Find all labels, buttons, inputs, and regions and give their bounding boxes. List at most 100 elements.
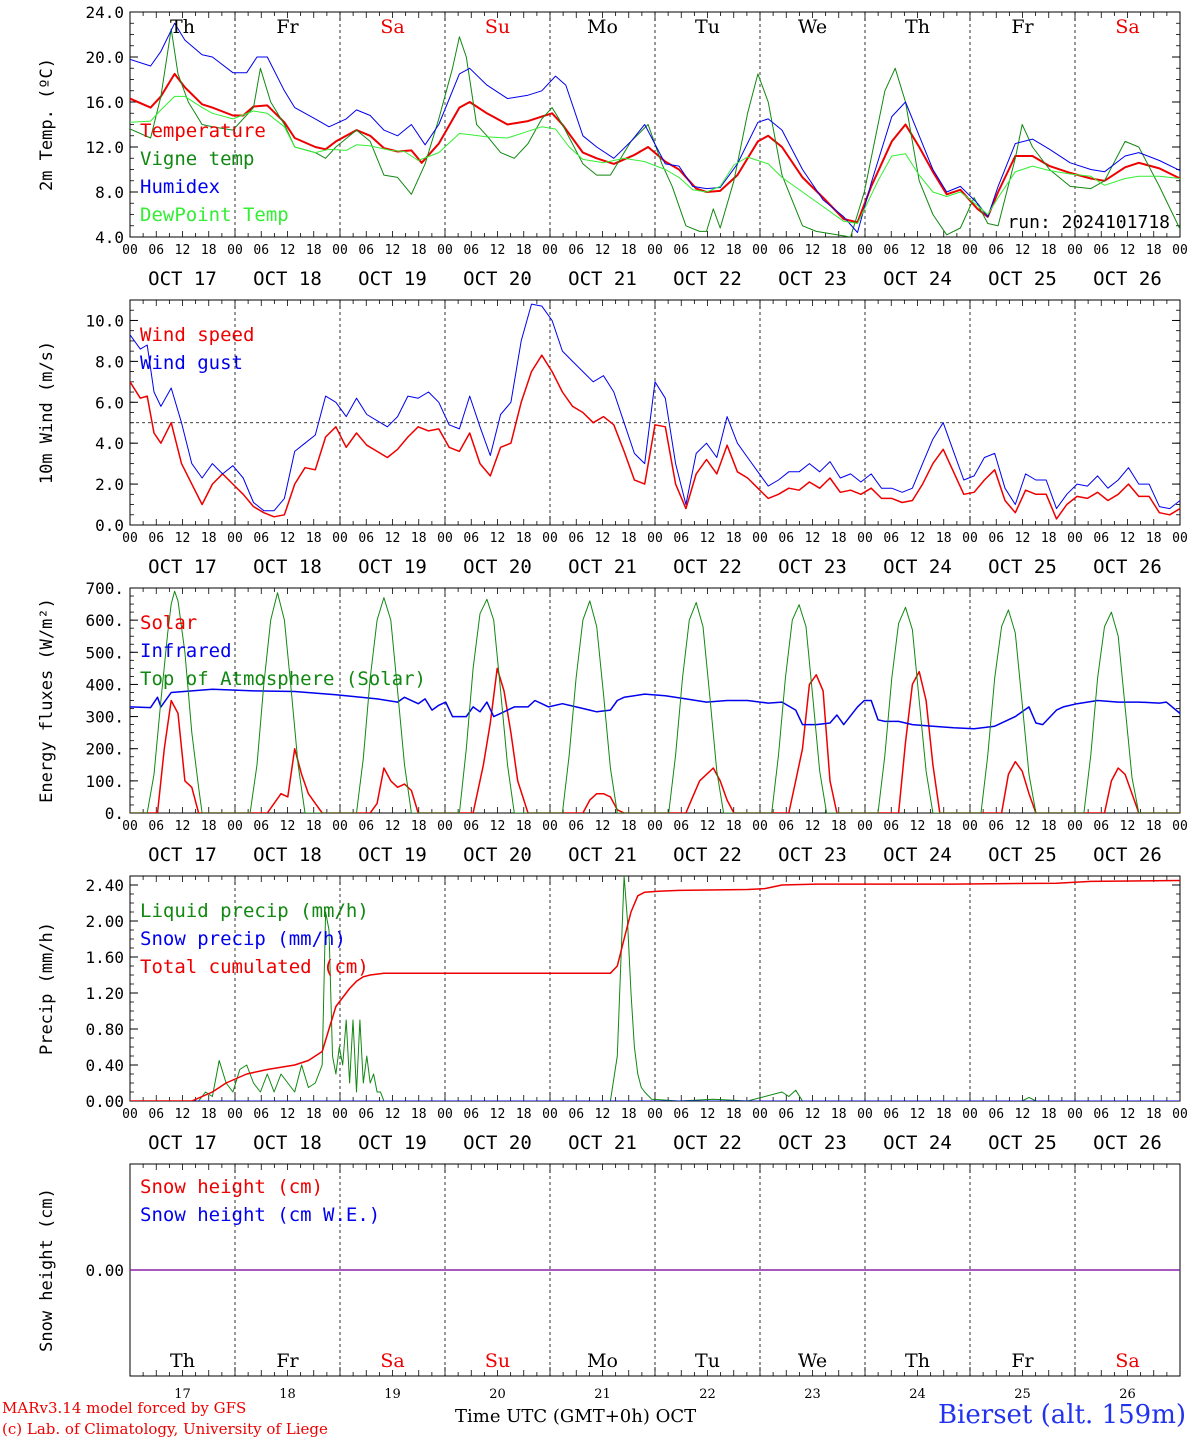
hour-label: 00 (1067, 819, 1083, 834)
y-tick-label: 16.0 (85, 93, 124, 112)
hour-label: 00 (752, 243, 768, 258)
hour-label: 06 (1093, 243, 1109, 258)
legend-entry: Snow height (cm W.E.) (140, 1204, 380, 1226)
hour-label: 00 (857, 243, 873, 258)
y-tick-label: 0.00 (85, 1092, 124, 1111)
hour-label: 18 (1041, 243, 1057, 258)
hour-label: 18 (831, 531, 847, 546)
hour-label: 12 (385, 531, 401, 546)
hour-label: 12 (490, 243, 506, 258)
hour-label: 00 (437, 1107, 453, 1122)
date-label: OCT 24 (883, 1132, 952, 1154)
day-name: Tu (695, 16, 720, 38)
hour-label: 18 (516, 819, 532, 834)
hour-label: 00 (227, 531, 243, 546)
hour-label: 12 (910, 819, 926, 834)
hour-label: 06 (253, 819, 269, 834)
y-tick-label: 10.0 (85, 311, 124, 330)
hour-label: 06 (988, 243, 1004, 258)
y-tick-label: 2.0 (95, 475, 124, 494)
y-tick-label: 4.0 (95, 228, 124, 247)
hour-label: 06 (883, 243, 899, 258)
hour-label: 00 (962, 243, 978, 258)
legend-entry: Infrared (140, 640, 232, 662)
day-name: Th (170, 1350, 195, 1372)
day-number: 24 (909, 1387, 926, 1402)
hour-label: 12 (805, 1107, 821, 1122)
legend-entry: Temperature (140, 120, 266, 142)
hour-label: 00 (332, 819, 348, 834)
y-tick-label: 0. (105, 804, 124, 823)
hour-label: 06 (988, 1107, 1004, 1122)
day-number: 19 (384, 1387, 401, 1402)
hour-label: 12 (490, 1107, 506, 1122)
hour-label: 18 (306, 531, 322, 546)
date-label: OCT 17 (148, 556, 217, 578)
hour-label: 18 (936, 819, 952, 834)
date-label: OCT 26 (1093, 556, 1162, 578)
panel-1: 4.0 8.0 12.0 16.0 20.0 24.0 2m Temp. (ºC) Tempe… (37, 3, 1188, 290)
hour-label: 12 (805, 819, 821, 834)
panel-2: 0.0 2.0 4.0 6.0 8.0 10.0 10m Wind (m/s) Wind sp… (37, 299, 1188, 578)
hour-label: 06 (463, 243, 479, 258)
series-line (130, 72, 1180, 224)
legend-entry: Wind speed (140, 324, 254, 346)
hour-label: 12 (280, 1107, 296, 1122)
hour-label: 06 (253, 1107, 269, 1122)
hour-label: 00 (857, 1107, 873, 1122)
hour-label: 00 (332, 531, 348, 546)
hour-label: 12 (595, 819, 611, 834)
hour-label: 00 (752, 1107, 768, 1122)
legend-entry: Snow precip (mm/h) (140, 928, 346, 950)
y-tick-label: 12.0 (85, 138, 124, 157)
hour-label: 00 (542, 819, 558, 834)
day-name: Sa (380, 1350, 404, 1372)
hour-label: 12 (175, 1107, 191, 1122)
hour-label: 06 (148, 243, 164, 258)
legend-entry: Top of Atmosphere (Solar) (140, 668, 426, 690)
legend-entry: Solar (140, 612, 197, 634)
hour-label: 18 (411, 819, 427, 834)
hour-label: 00 (332, 243, 348, 258)
hour-label: 06 (1093, 1107, 1109, 1122)
hour-label: 00 (647, 531, 663, 546)
hour-label: 18 (201, 819, 217, 834)
hour-label: 06 (568, 531, 584, 546)
hour-label: 18 (621, 243, 637, 258)
day-name: Tu (695, 1350, 720, 1372)
hour-label: 06 (463, 531, 479, 546)
hour-label: 18 (936, 243, 952, 258)
hour-label: 12 (700, 819, 716, 834)
hour-label: 06 (673, 243, 689, 258)
hour-label: 00 (542, 531, 558, 546)
hour-label: 12 (175, 819, 191, 834)
hour-label: 00 (542, 1107, 558, 1122)
hour-label: 18 (726, 243, 742, 258)
hour-label: 18 (306, 819, 322, 834)
hour-label: 06 (988, 819, 1004, 834)
hour-label: 12 (700, 243, 716, 258)
hour-label: 18 (516, 531, 532, 546)
day-name: Fr (276, 1350, 299, 1372)
y-axis-label: Precip (mm/h) (37, 922, 57, 1055)
day-name: Fr (1011, 16, 1034, 38)
plot-frame (129, 299, 1181, 526)
hour-label: 18 (831, 819, 847, 834)
hour-label: 06 (568, 1107, 584, 1122)
plot-frame (129, 587, 1181, 814)
hour-label: 06 (673, 819, 689, 834)
y-tick-label: 20.0 (85, 48, 124, 67)
hour-label: 12 (1015, 1107, 1031, 1122)
hour-label: 00 (1067, 1107, 1083, 1122)
hour-label: 00 (122, 819, 138, 834)
day-name: Mo (587, 16, 618, 38)
hour-label: 18 (306, 243, 322, 258)
hour-label: 12 (490, 819, 506, 834)
day-name: Th (905, 1350, 930, 1372)
day-number: 17 (174, 1387, 191, 1402)
hour-label: 06 (1093, 531, 1109, 546)
panel-4: 0.00 0.40 0.80 1.20 1.60 2.00 2.40 Precip (mm/h… (37, 875, 1188, 1154)
hour-label: 06 (778, 531, 794, 546)
hour-label: 18 (1146, 1107, 1162, 1122)
